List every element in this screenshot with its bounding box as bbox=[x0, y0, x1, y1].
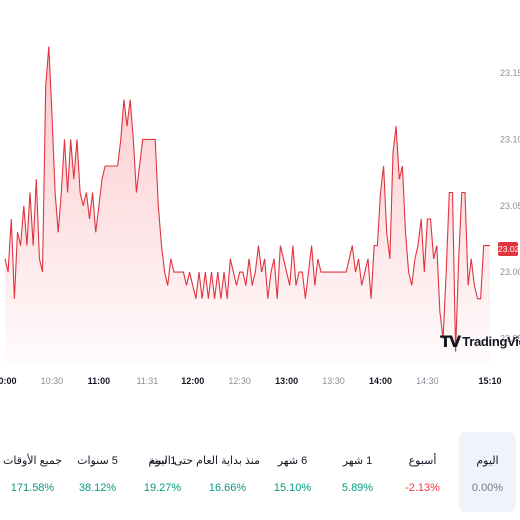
period-label: جميع الأوقات bbox=[3, 455, 62, 467]
period-2[interactable]: 1 سنة 19.27% bbox=[130, 432, 195, 512]
period-change-value: -2.13% bbox=[405, 482, 440, 494]
period-change-value: 19.27% bbox=[143, 482, 182, 494]
period-label: أسبوع bbox=[408, 455, 437, 467]
tradingview-wordmark: TradingView bbox=[462, 333, 520, 349]
time-tick-label: 10:30 bbox=[41, 376, 64, 386]
period-label: 1 سنة bbox=[148, 455, 177, 467]
price-tick-label: 23.10 bbox=[500, 134, 520, 144]
price-tick-label: 23.00 bbox=[500, 267, 520, 277]
price-axis: 23.15 23.10 23.05 23.00 22.95 bbox=[500, 68, 520, 343]
time-tick-label: 14:30 bbox=[416, 376, 439, 386]
period-3[interactable]: منذ بداية العام حتى اليوم 16.66% bbox=[148, 432, 260, 512]
period-change-value: 0.00% bbox=[471, 482, 504, 494]
period-0[interactable]: جميع الأوقات 171.58% bbox=[0, 432, 65, 512]
chart-canvas[interactable]: 23.15 23.10 23.05 23.00 22.95 10:00 10:30 11:0… bbox=[0, 0, 520, 400]
time-tick-label: 13:00 bbox=[275, 376, 298, 386]
period-label: 1 شهر bbox=[342, 455, 373, 467]
period-6[interactable]: أسبوع -2.13% bbox=[390, 432, 455, 512]
time-tick-label: 12:30 bbox=[228, 376, 251, 386]
period-label: 6 شهر bbox=[277, 455, 308, 467]
time-tick-label: 11:31 bbox=[136, 376, 158, 386]
period-1[interactable]: 5 سنوات 38.12% bbox=[65, 432, 130, 512]
period-label: منذ بداية العام حتى اليوم bbox=[148, 455, 260, 467]
time-tick-label: 10:00 bbox=[0, 376, 17, 386]
tradingview-logo-icon: TV bbox=[440, 331, 461, 351]
time-tick-label: 12:00 bbox=[181, 376, 204, 386]
period-change-value: 5.89% bbox=[341, 482, 374, 494]
period-label: 5 سنوات bbox=[77, 455, 118, 467]
price-tick-label: 23.05 bbox=[500, 201, 520, 211]
period-7[interactable]: اليوم 0.00% bbox=[459, 432, 516, 512]
price-chart[interactable]: 23.15 23.10 23.05 23.00 22.95 10:00 10:30 11:0… bbox=[0, 0, 520, 400]
tradingview-logo[interactable]: TV TradingView bbox=[440, 331, 520, 351]
time-axis: 10:00 10:30 11:00 11:31 12:00 12:30 13:00 13:30… bbox=[0, 376, 502, 386]
period-label: اليوم bbox=[476, 455, 499, 467]
price-tick-label: 22.95 bbox=[500, 333, 520, 343]
price-line bbox=[4, 46, 490, 352]
period-5[interactable]: 1 شهر 5.89% bbox=[325, 432, 390, 512]
time-tick-label: 14:00 bbox=[369, 376, 392, 386]
time-tick-label: 13:30 bbox=[322, 376, 345, 386]
price-area-fill bbox=[5, 46, 490, 365]
performance-periods: جميع الأوقات 171.58% 5 سنوات 38.12% 1 سنة 19.… bbox=[0, 432, 520, 512]
period-4[interactable]: 6 شهر 15.10% bbox=[260, 432, 325, 512]
period-change-value: 38.12% bbox=[78, 482, 117, 494]
period-change-value: 16.66% bbox=[208, 482, 247, 494]
period-change-value: 15.10% bbox=[273, 482, 312, 494]
last-price-badge: 23.02 bbox=[498, 242, 520, 256]
time-tick-label: 15:10 bbox=[478, 376, 501, 386]
period-change-value: 171.58% bbox=[10, 482, 55, 494]
price-tick-label: 23.15 bbox=[500, 68, 520, 78]
time-tick-label: 11:00 bbox=[88, 376, 111, 386]
